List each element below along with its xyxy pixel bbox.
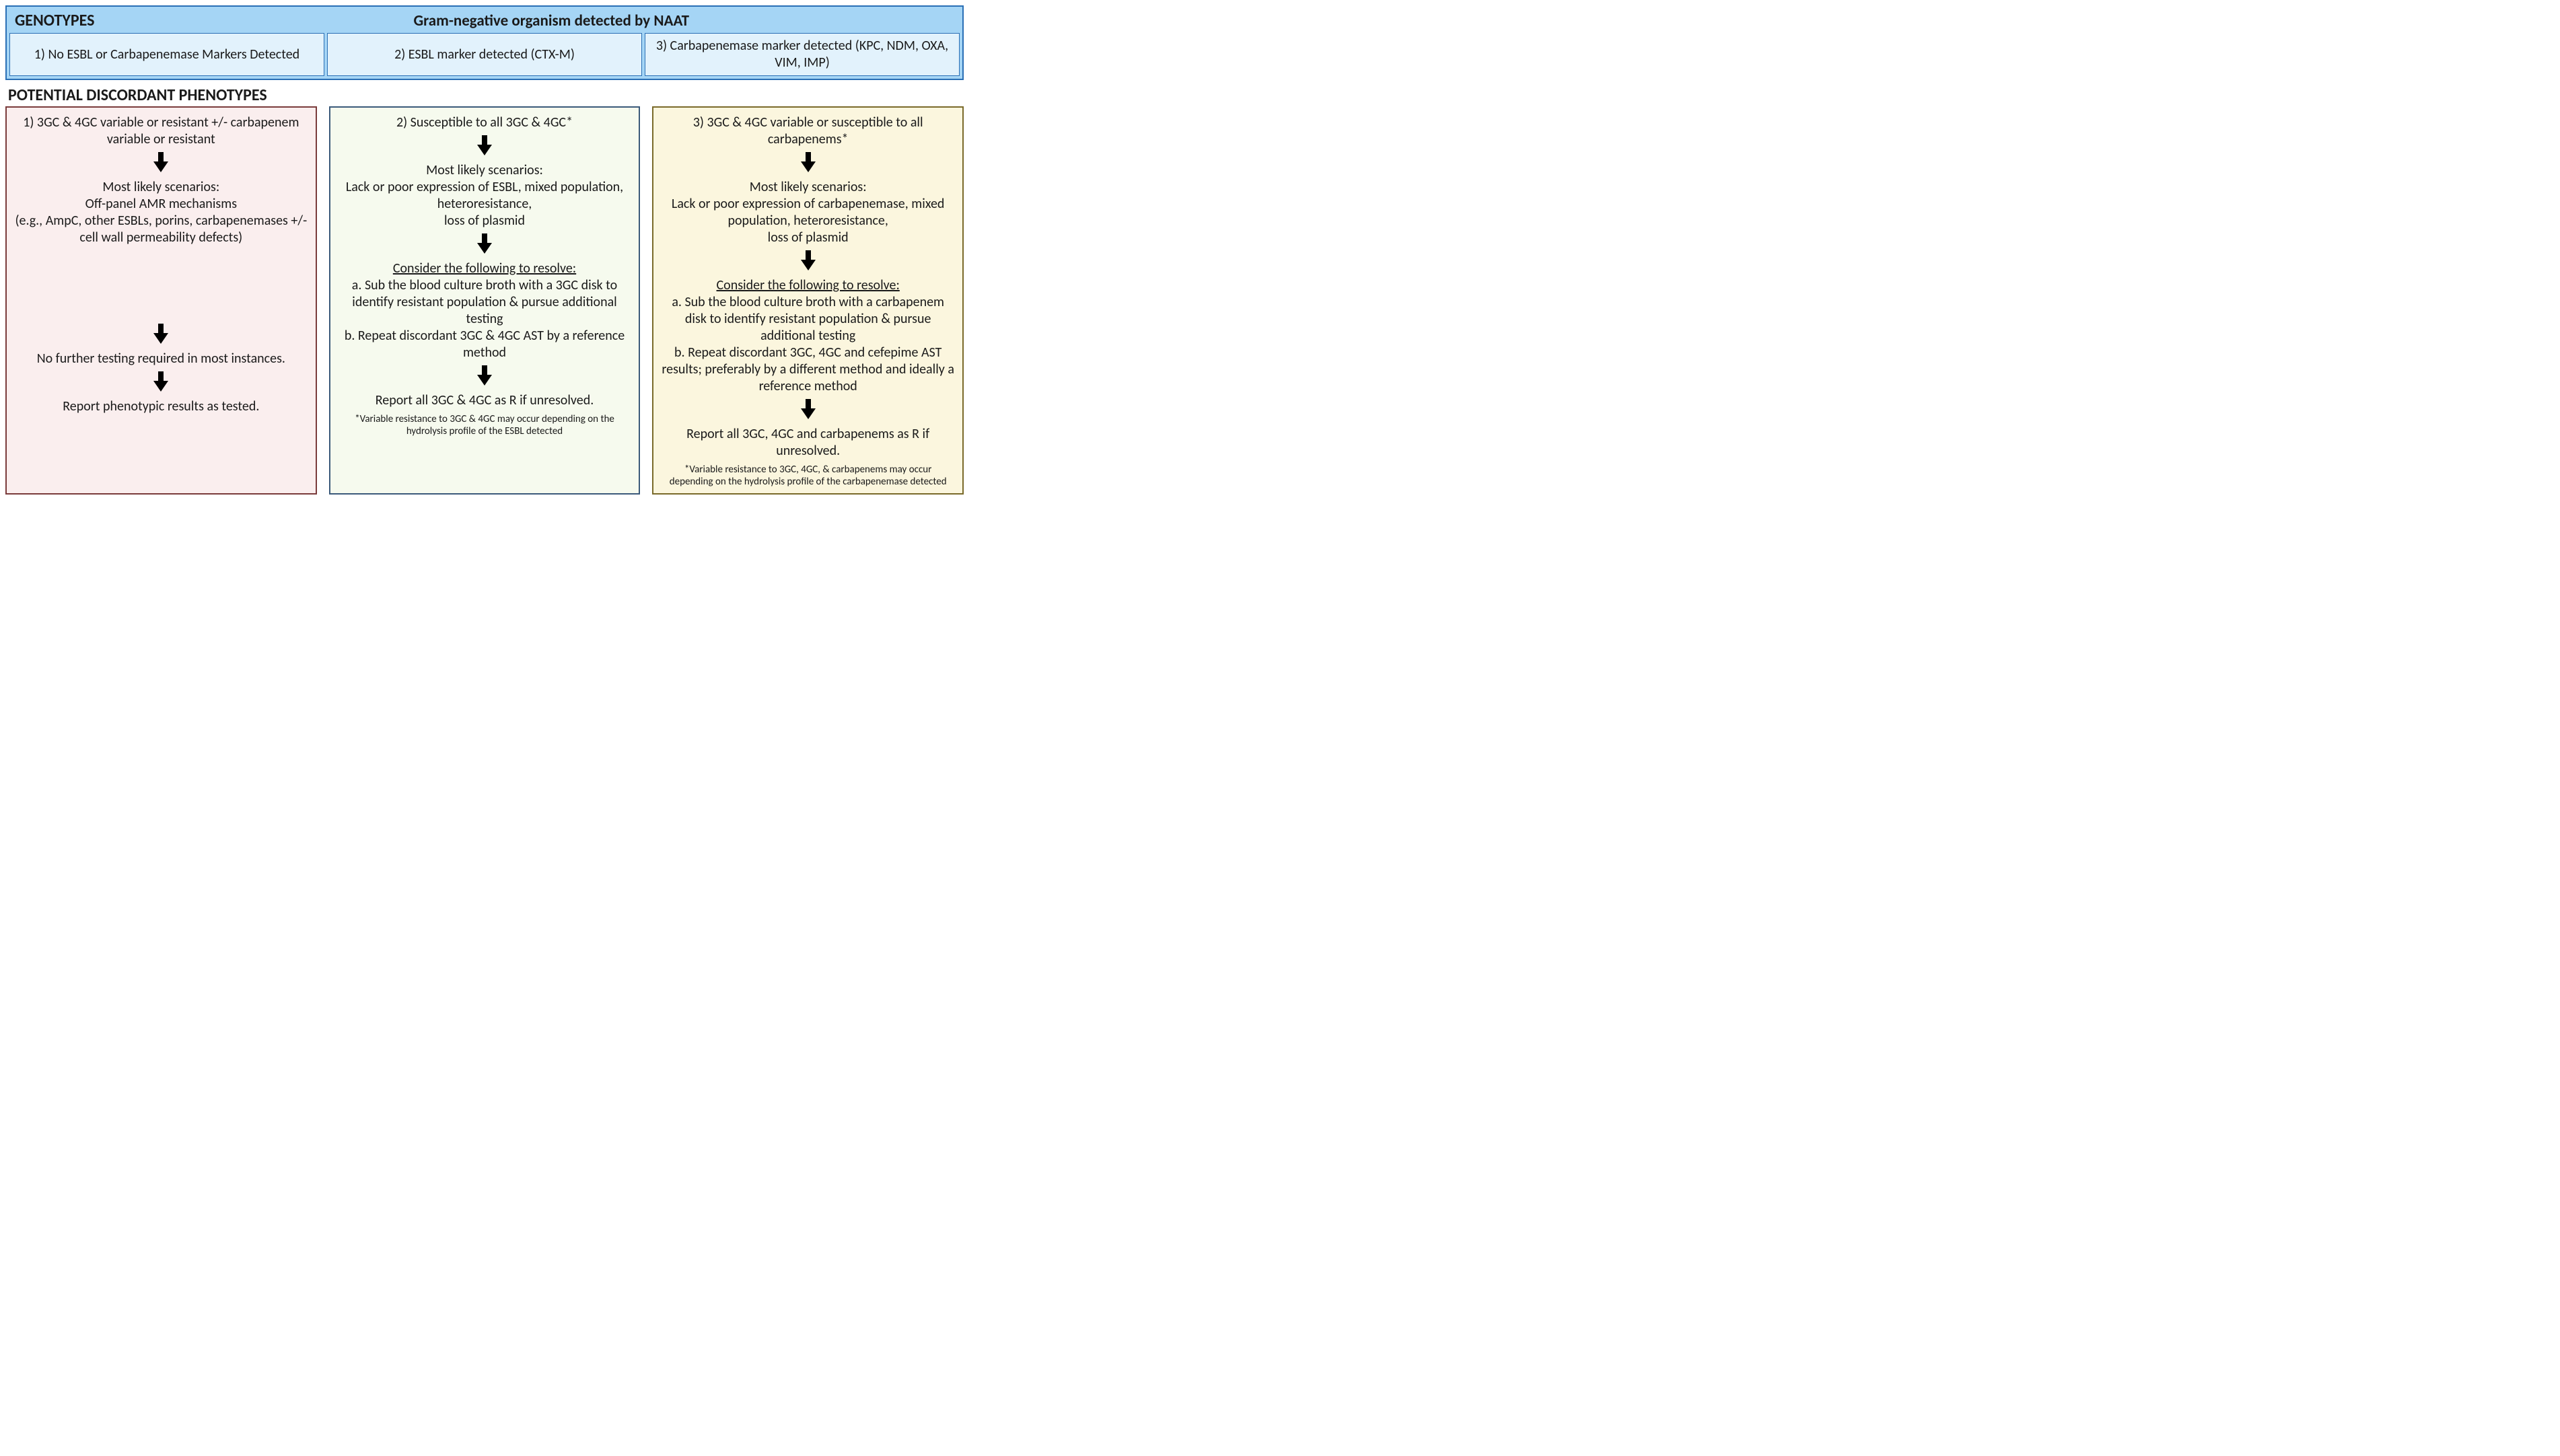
panel1-scenario-label: Most likely scenarios: (102, 179, 219, 195)
phenotype-panel-2: 2) Susceptible to all 3GC & 4GC* Most li… (329, 106, 641, 495)
panel3-scenario-body: Lack or poor expression of carbapenemase… (672, 196, 945, 246)
down-arrow-icon (15, 371, 308, 394)
panel1-scenarios: Most likely scenarios: Off-panel AMR mec… (15, 179, 308, 246)
panel2-scenarios: Most likely scenarios: Lack or poor expr… (339, 162, 631, 229)
down-arrow-icon (662, 399, 954, 422)
down-arrow-icon (662, 250, 954, 273)
phenotype-panels-row: 1) 3GC & 4GC variable or resistant +/- c… (5, 106, 964, 495)
panel3-resolve-b: b. Repeat discordant 3GC, 4GC and cefepi… (662, 344, 954, 394)
panel3-report: Report all 3GC, 4GC and carbapenems as R… (662, 426, 954, 460)
panel2-footnote: *Variable resistance to 3GC & 4GC may oc… (339, 413, 631, 437)
phenotypes-label: POTENTIAL DISCORDANT PHENOTYPES (5, 83, 964, 106)
panel2-title: 2) Susceptible to all 3GC & 4GC* (339, 114, 631, 131)
down-arrow-icon (339, 365, 631, 388)
down-arrow-icon (15, 324, 308, 347)
panel2-resolve: Consider the following to resolve: a. Su… (339, 260, 631, 361)
panel1-step: No further testing required in most inst… (15, 351, 308, 367)
panel3-footnote: *Variable resistance to 3GC, 4GC, & carb… (662, 464, 954, 488)
panel2-report: Report all 3GC & 4GC as R if unresolved. (339, 392, 631, 409)
panel2-scenario-label: Most likely scenarios: (426, 162, 543, 178)
panel2-resolve-b: b. Repeat discordant 3GC & 4GC AST by a … (345, 328, 625, 361)
genotype-cell-3: 3) Carbapenemase marker detected (KPC, N… (645, 33, 960, 76)
panel3-resolve-label: Consider the following to resolve: (717, 277, 900, 293)
panel1-title: 1) 3GC & 4GC variable or resistant +/- c… (15, 114, 308, 148)
genotypes-label: GENOTYPES (15, 11, 94, 30)
genotype-cells-row: 1) No ESBL or Carbapenemase Markers Dete… (7, 33, 962, 79)
down-arrow-icon (339, 135, 631, 158)
panel2-resolve-a: a. Sub the blood culture broth with a 3G… (352, 277, 617, 327)
phenotype-panel-1: 1) 3GC & 4GC variable or resistant +/- c… (5, 106, 317, 495)
panel2-scenario-body: Lack or poor expression of ESBL, mixed p… (346, 179, 623, 229)
panel2-resolve-label: Consider the following to resolve: (393, 260, 576, 277)
panel3-resolve-a: a. Sub the blood culture broth with a ca… (672, 294, 944, 344)
down-arrow-icon (662, 152, 954, 175)
panel3-scenario-label: Most likely scenarios: (750, 179, 867, 195)
genotype-cell-2: 2) ESBL marker detected (CTX-M) (327, 33, 642, 76)
panel1-scenario-body: Off-panel AMR mechanisms(e.g., AmpC, oth… (15, 196, 307, 246)
down-arrow-icon (15, 152, 308, 175)
genotype-cell-1: 1) No ESBL or Carbapenemase Markers Dete… (9, 33, 324, 76)
panel3-resolve: Consider the following to resolve: a. Su… (662, 277, 954, 395)
genotypes-header-row: GENOTYPES Gram-negative organism detecte… (7, 7, 962, 33)
gram-neg-title: Gram-negative organism detected by NAAT (148, 11, 954, 30)
panel1-report: Report phenotypic results as tested. (15, 398, 308, 415)
panel3-title: 3) 3GC & 4GC variable or susceptible to … (662, 114, 954, 148)
genotypes-header: GENOTYPES Gram-negative organism detecte… (5, 5, 964, 80)
panel3-scenarios: Most likely scenarios: Lack or poor expr… (662, 179, 954, 246)
down-arrow-icon (339, 233, 631, 256)
phenotype-panel-3: 3) 3GC & 4GC variable or susceptible to … (652, 106, 964, 495)
